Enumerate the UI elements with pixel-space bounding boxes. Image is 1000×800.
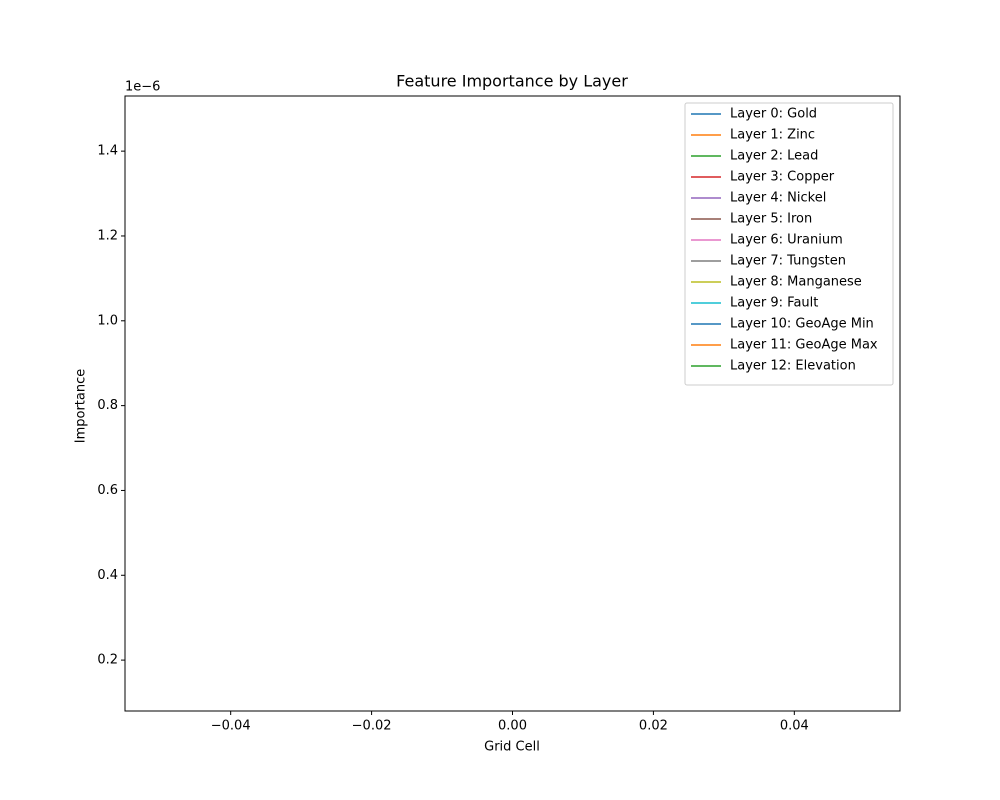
x-tick-label: 0.04 [780,719,809,734]
x-tick-label: 0.02 [639,719,668,734]
y-axis-label: Importance [74,369,89,444]
legend-label: Layer 11: GeoAge Max [730,338,878,353]
y-tick-label: 0.6 [97,483,118,498]
y-offset-text: 1e−6 [125,80,160,95]
chart-title: Feature Importance by Layer [396,72,628,91]
x-tick-label: −0.02 [352,719,392,734]
x-tick-label: −0.04 [211,719,251,734]
y-tick-label: 0.8 [97,398,118,413]
x-axis-label: Grid Cell [484,740,540,755]
x-tick-label: 0.00 [498,719,527,734]
legend-label: Layer 10: GeoAge Min [730,317,874,332]
legend-label: Layer 2: Lead [730,149,818,164]
legend-label: Layer 9: Fault [730,296,818,311]
legend-label: Layer 8: Manganese [730,275,862,290]
legend-label: Layer 5: Iron [730,212,812,227]
y-tick-label: 1.2 [97,228,118,243]
y-tick-label: 1.4 [97,144,118,159]
legend-label: Layer 3: Copper [730,170,835,185]
y-tick-label: 0.2 [97,653,118,668]
legend-label: Layer 7: Tungsten [730,254,846,269]
legend-label: Layer 12: Elevation [730,359,856,374]
legend-label: Layer 1: Zinc [730,128,815,143]
legend-label: Layer 6: Uranium [730,233,843,248]
legend-label: Layer 4: Nickel [730,191,826,206]
legend-label: Layer 0: Gold [730,107,817,122]
legend-box [684,102,894,386]
plot-frame [124,95,901,712]
y-tick-label: 0.4 [97,568,118,583]
y-tick-label: 1.0 [97,313,118,328]
